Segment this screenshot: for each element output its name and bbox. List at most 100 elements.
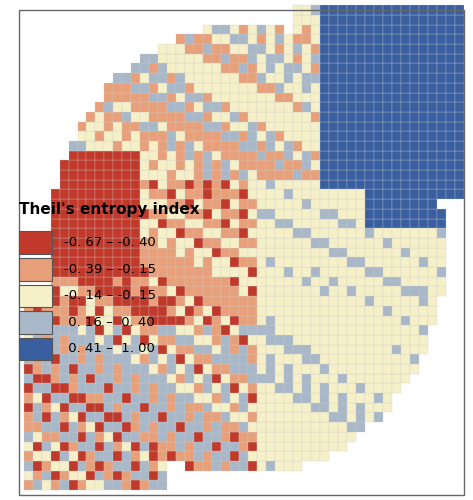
- Bar: [347, 112, 356, 122]
- Bar: [167, 170, 176, 180]
- Bar: [356, 354, 365, 364]
- Bar: [230, 451, 239, 461]
- Bar: [203, 122, 212, 132]
- Bar: [311, 199, 320, 209]
- Bar: [455, 102, 464, 112]
- Bar: [365, 238, 374, 248]
- Bar: [212, 344, 221, 354]
- Bar: [167, 248, 176, 258]
- Bar: [149, 238, 158, 248]
- Bar: [194, 54, 203, 64]
- Bar: [60, 316, 69, 325]
- Bar: [392, 238, 401, 248]
- Bar: [302, 267, 311, 276]
- Bar: [221, 238, 230, 248]
- Bar: [87, 199, 96, 209]
- Bar: [203, 451, 212, 461]
- Bar: [419, 248, 428, 258]
- Bar: [410, 92, 419, 102]
- Bar: [185, 92, 194, 102]
- Bar: [149, 122, 158, 132]
- Bar: [410, 267, 419, 276]
- Bar: [428, 44, 437, 54]
- Bar: [311, 403, 320, 412]
- Bar: [419, 286, 428, 296]
- Bar: [69, 461, 78, 470]
- Bar: [428, 306, 437, 316]
- Bar: [347, 132, 356, 141]
- Bar: [356, 141, 365, 150]
- Bar: [410, 150, 419, 160]
- Bar: [140, 480, 149, 490]
- Bar: [158, 44, 167, 54]
- Bar: [158, 218, 167, 228]
- Bar: [365, 92, 374, 102]
- Bar: [78, 325, 87, 335]
- Bar: [446, 190, 455, 199]
- Bar: [329, 228, 338, 238]
- Bar: [410, 190, 419, 199]
- Bar: [365, 141, 374, 150]
- Bar: [78, 374, 87, 384]
- Bar: [194, 364, 203, 374]
- Bar: [194, 325, 203, 335]
- Bar: [446, 112, 455, 122]
- Bar: [302, 112, 311, 122]
- Bar: [257, 228, 266, 238]
- Bar: [221, 422, 230, 432]
- Bar: [275, 276, 284, 286]
- Bar: [428, 267, 437, 276]
- Bar: [248, 218, 257, 228]
- Bar: [284, 180, 293, 190]
- Bar: [230, 316, 239, 325]
- Bar: [158, 132, 167, 141]
- Bar: [392, 141, 401, 150]
- Bar: [275, 306, 284, 316]
- Bar: [410, 34, 419, 44]
- Bar: [69, 180, 78, 190]
- Bar: [338, 296, 347, 306]
- Bar: [149, 286, 158, 296]
- Bar: [203, 432, 212, 442]
- Bar: [419, 296, 428, 306]
- Bar: [293, 403, 302, 412]
- Bar: [356, 132, 365, 141]
- Bar: [374, 54, 383, 64]
- Bar: [293, 160, 302, 170]
- Bar: [212, 44, 221, 54]
- Bar: [203, 92, 212, 102]
- Bar: [410, 354, 419, 364]
- Bar: [105, 248, 114, 258]
- Bar: [203, 44, 212, 54]
- Bar: [230, 73, 239, 83]
- Bar: [365, 15, 374, 24]
- Bar: [428, 15, 437, 24]
- Bar: [239, 344, 248, 354]
- Bar: [96, 403, 105, 412]
- Bar: [365, 403, 374, 412]
- Bar: [401, 248, 410, 258]
- Bar: [69, 209, 78, 218]
- Text: -0. 14 – -0. 15: -0. 14 – -0. 15: [64, 289, 156, 302]
- Bar: [338, 64, 347, 73]
- Bar: [140, 160, 149, 170]
- Bar: [176, 92, 185, 102]
- Bar: [60, 267, 69, 276]
- Bar: [239, 73, 248, 83]
- Bar: [347, 286, 356, 296]
- Bar: [194, 238, 203, 248]
- Bar: [311, 24, 320, 34]
- Bar: [302, 364, 311, 374]
- Bar: [96, 344, 105, 354]
- Bar: [455, 132, 464, 141]
- Bar: [87, 170, 96, 180]
- Bar: [131, 190, 140, 199]
- Bar: [329, 54, 338, 64]
- Bar: [230, 190, 239, 199]
- Bar: [374, 180, 383, 190]
- Bar: [311, 44, 320, 54]
- Bar: [60, 325, 69, 335]
- Bar: [42, 432, 51, 442]
- Bar: [284, 364, 293, 374]
- Bar: [69, 306, 78, 316]
